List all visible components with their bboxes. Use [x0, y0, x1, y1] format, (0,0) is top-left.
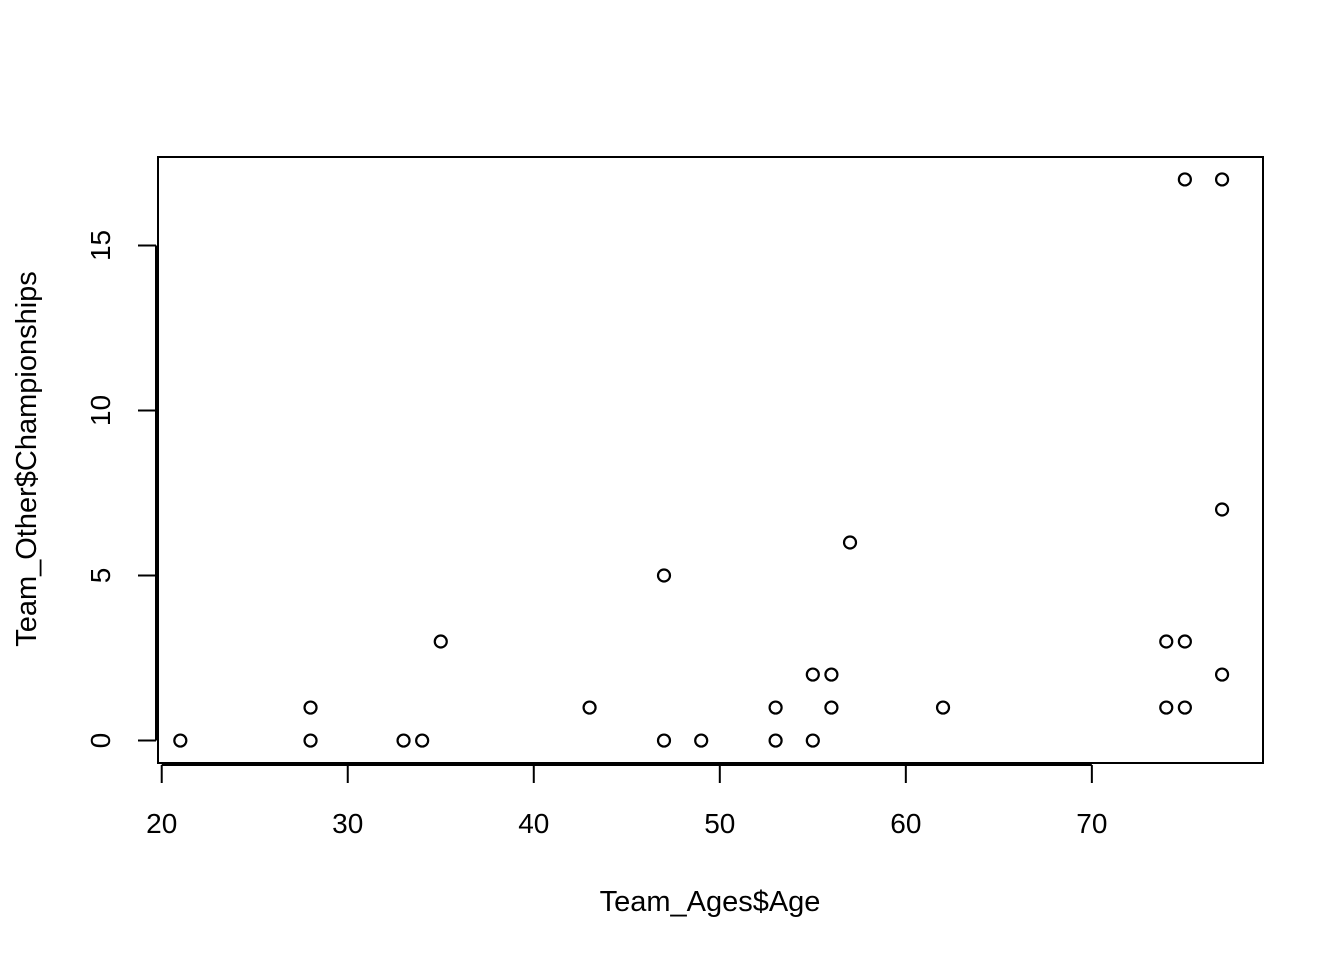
data-point	[1177, 634, 1192, 649]
data-point	[805, 667, 820, 682]
data-point	[1214, 172, 1230, 187]
x-tick-label: 50	[704, 808, 735, 839]
data-point	[656, 733, 672, 748]
x-tick-label: 30	[332, 808, 363, 839]
data-point	[824, 667, 839, 682]
data-point	[1177, 700, 1192, 715]
data-point	[1214, 502, 1230, 517]
y-axis: 0 5 10 15	[85, 230, 157, 749]
data-point	[396, 733, 411, 748]
y-tick-label: 5	[85, 568, 116, 584]
x-tick-label: 70	[1076, 808, 1107, 839]
data-point	[1159, 700, 1174, 715]
data-point	[433, 634, 448, 649]
y-axis-label: Team_Other$Championships	[11, 271, 43, 647]
data-point	[842, 535, 858, 550]
data-point	[656, 568, 672, 583]
y-tick-label: 15	[85, 230, 116, 261]
data-point	[303, 733, 318, 748]
plot-frame	[157, 156, 1264, 764]
data-point	[582, 700, 597, 715]
data-point	[1214, 667, 1230, 682]
x-axis-label: Team_Ages$Age	[600, 886, 821, 918]
data-point	[415, 733, 430, 748]
y-tick-label: 0	[85, 733, 116, 749]
x-tick-label: 20	[146, 808, 177, 839]
x-tick-label: 40	[518, 808, 549, 839]
data-point	[1177, 172, 1192, 187]
data-point	[805, 733, 820, 748]
data-point	[173, 733, 188, 748]
data-points	[173, 172, 1230, 748]
data-point	[935, 700, 951, 715]
x-axis: 20 30 40 50 60 70	[146, 764, 1107, 839]
data-point	[768, 700, 783, 715]
data-point	[1159, 634, 1174, 649]
data-point	[768, 733, 783, 748]
y-tick-label: 10	[85, 395, 116, 426]
x-tick-label: 60	[890, 808, 921, 839]
data-point	[694, 733, 709, 748]
data-point	[824, 700, 839, 715]
data-point	[303, 700, 318, 715]
